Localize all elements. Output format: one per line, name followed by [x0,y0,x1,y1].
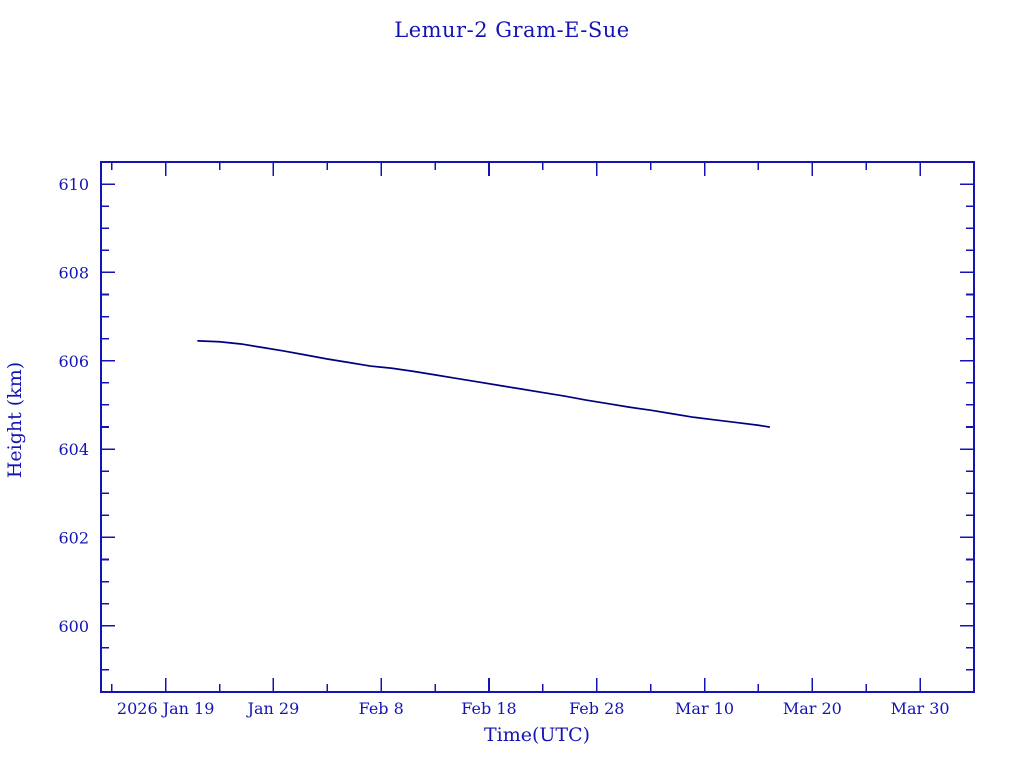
x-tick-label: Feb 28 [569,699,624,718]
x-tick-label: 2026 Jan 19 [117,699,215,718]
y-axis-minor-ticks [101,205,974,671]
y-tick-label: 600 [58,617,89,636]
x-axis-minor-ticks [110,162,868,692]
chart-title: Lemur-2 Gram-E-Sue [394,18,629,42]
height-series-line [197,340,771,428]
x-axis-tick-labels: 2026 Jan 19 Jan 29 Feb 8 Feb 18 Feb 28 Mar 10… [117,699,950,718]
x-axis-title: Time(UTC) [484,724,590,746]
x-tick-label: Jan 29 [246,699,300,718]
x-tick-label: Mar 20 [783,699,842,718]
plot-frame [100,161,975,693]
x-tick-label: Mar 30 [891,699,950,718]
x-tick-label: Feb 8 [359,699,404,718]
y-tick-label: 602 [58,528,89,547]
x-tick-label: Mar 10 [675,699,734,718]
y-axis-major-ticks [101,183,974,627]
x-tick-label: Feb 18 [461,699,516,718]
y-tick-label: 604 [58,440,89,459]
y-axis-title: Height (km) [4,362,26,478]
y-tick-label: 608 [58,263,89,282]
y-tick-label: 606 [58,352,89,371]
y-axis-tick-labels: 600 602 604 606 608 610 [58,175,89,636]
y-tick-label: 610 [58,175,89,194]
x-axis-major-ticks [164,162,921,692]
